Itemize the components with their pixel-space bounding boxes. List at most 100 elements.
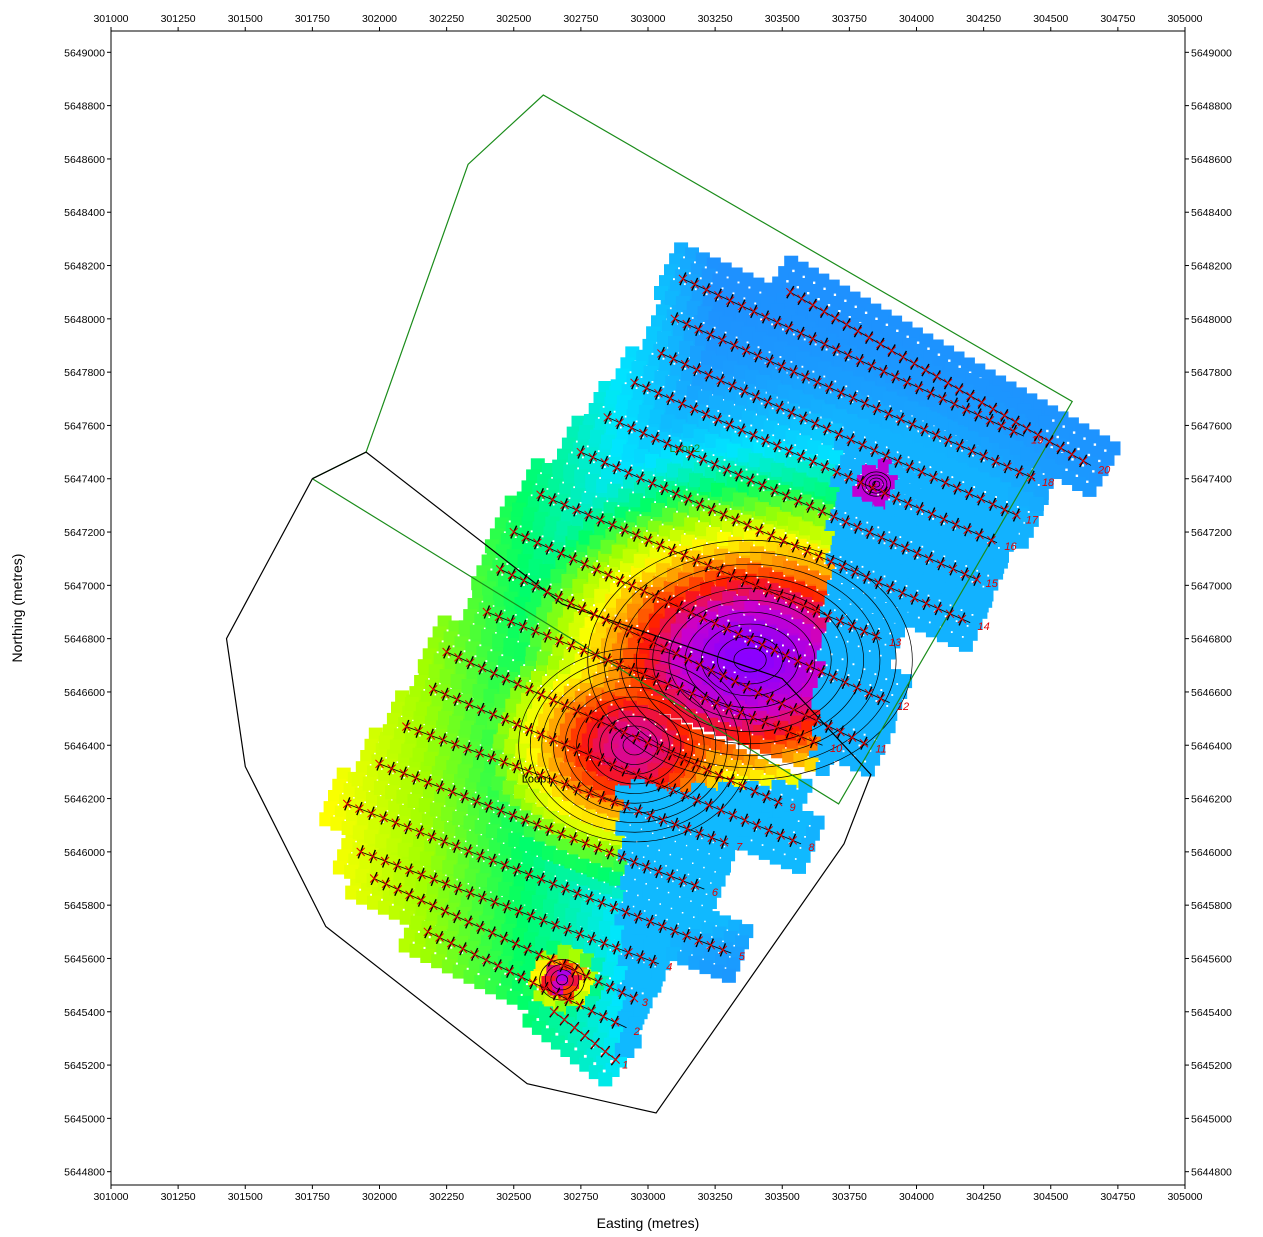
surface-cell [585,657,600,672]
surface-cell [416,736,431,751]
surface-cell [448,919,463,934]
surface-cell [377,796,391,811]
surface-cell [467,911,482,926]
surface-cell [511,979,526,994]
surface-cell [365,791,380,806]
surface-cell [613,966,628,980]
surface-cell [743,754,758,769]
surface-cell [539,925,554,940]
surface-cell [452,964,467,979]
surface-cell [620,1032,634,1047]
surface-cell [543,899,557,914]
surface-cell [592,776,607,791]
surface-cell [717,858,731,873]
x-tick-label-bottom: 301500 [228,1191,263,1203]
surface-cell [611,887,626,902]
surface-cell [666,947,680,962]
surface-cell [444,822,459,837]
surface-cell [603,780,618,795]
surface-cell [691,782,706,797]
surface-cell [581,771,596,786]
surface-cell [401,831,416,846]
line-number: 5 [739,951,746,963]
surface-cell [357,814,372,829]
surface-cell [549,718,563,733]
surface-cell [621,929,636,944]
surface-cell [480,772,495,787]
surface-cell [561,933,576,948]
surface-cell [423,787,437,802]
surface-cell [417,659,432,674]
surface-cell [541,640,556,655]
surface-cell [506,990,521,1005]
surface-cell [471,899,486,914]
y-tick-label-right: 5646400 [1191,740,1232,752]
surface-cell [399,910,414,925]
surface-cell [958,637,973,652]
x-tick-label-bottom: 305000 [1167,1191,1202,1203]
surface-cell [419,851,434,866]
surface-cell [509,661,524,676]
surface-cell [734,802,749,817]
surface-cell [441,959,456,974]
y-tick-label-right: 5645600 [1191,953,1232,965]
surface-cell [581,809,596,824]
surface-cell [645,900,660,915]
surface-cell [546,965,561,980]
surface-cell [390,827,405,842]
surface-cell [424,840,439,855]
surface-cell [752,830,767,845]
line-number: 11 [875,744,886,756]
surface-cell [659,931,674,946]
surface-cell [404,874,419,889]
surface-cell [355,761,370,776]
surface-cell [537,752,552,767]
surface-cell [410,915,425,930]
surface-cell [457,853,472,868]
surface-cell [498,656,513,671]
surface-cell [415,904,430,919]
surface-cell [393,870,408,885]
surface-cell [705,854,720,869]
surface-cell [463,815,478,830]
x-tick-label-bottom: 303250 [698,1191,733,1203]
surface-cell [435,756,450,770]
surface-cell [503,638,518,652]
surface-cell [574,653,589,668]
x-tick-label-top: 304500 [1033,13,1068,25]
surface-cell [693,713,707,728]
surface-cell [367,895,381,910]
surface-cell [351,772,366,787]
x-tick-label-top: 304750 [1100,13,1135,25]
line-number: 14 [978,621,990,633]
surface-cell [617,954,632,969]
surface-cell [653,889,668,903]
surface-cell [389,774,404,789]
surface-cell [701,922,716,937]
surface-cell [771,779,786,794]
x-tick-label-bottom: 302750 [563,1191,598,1203]
surface-cell [507,626,522,641]
surface-cell [609,871,623,886]
x-tick-label-top: 302250 [429,13,464,25]
surface-cell [421,920,436,935]
surface-cell [532,697,547,712]
surface-cell [523,932,538,947]
surface-cell [345,885,360,900]
surface-cell [536,883,551,898]
surface-cell [524,879,539,894]
y-tick-label-right: 5647600 [1191,420,1232,432]
y-tick-label-left: 5646000 [64,847,105,859]
surface-cell [796,848,811,863]
x-tick-label-bottom: 303500 [765,1191,800,1203]
surface-cell [516,703,531,718]
x-tick-label-bottom: 304000 [899,1191,934,1203]
surface-cell [1014,534,1029,549]
x-tick-label-bottom: 301000 [93,1191,128,1203]
surface-cell [434,791,449,806]
x-tick-label-bottom: 304500 [1033,1191,1068,1203]
surface-cell [474,975,489,990]
surface-cell [541,845,556,860]
line-number: 4 [666,962,672,974]
y-tick-label-left: 5648600 [64,154,105,166]
